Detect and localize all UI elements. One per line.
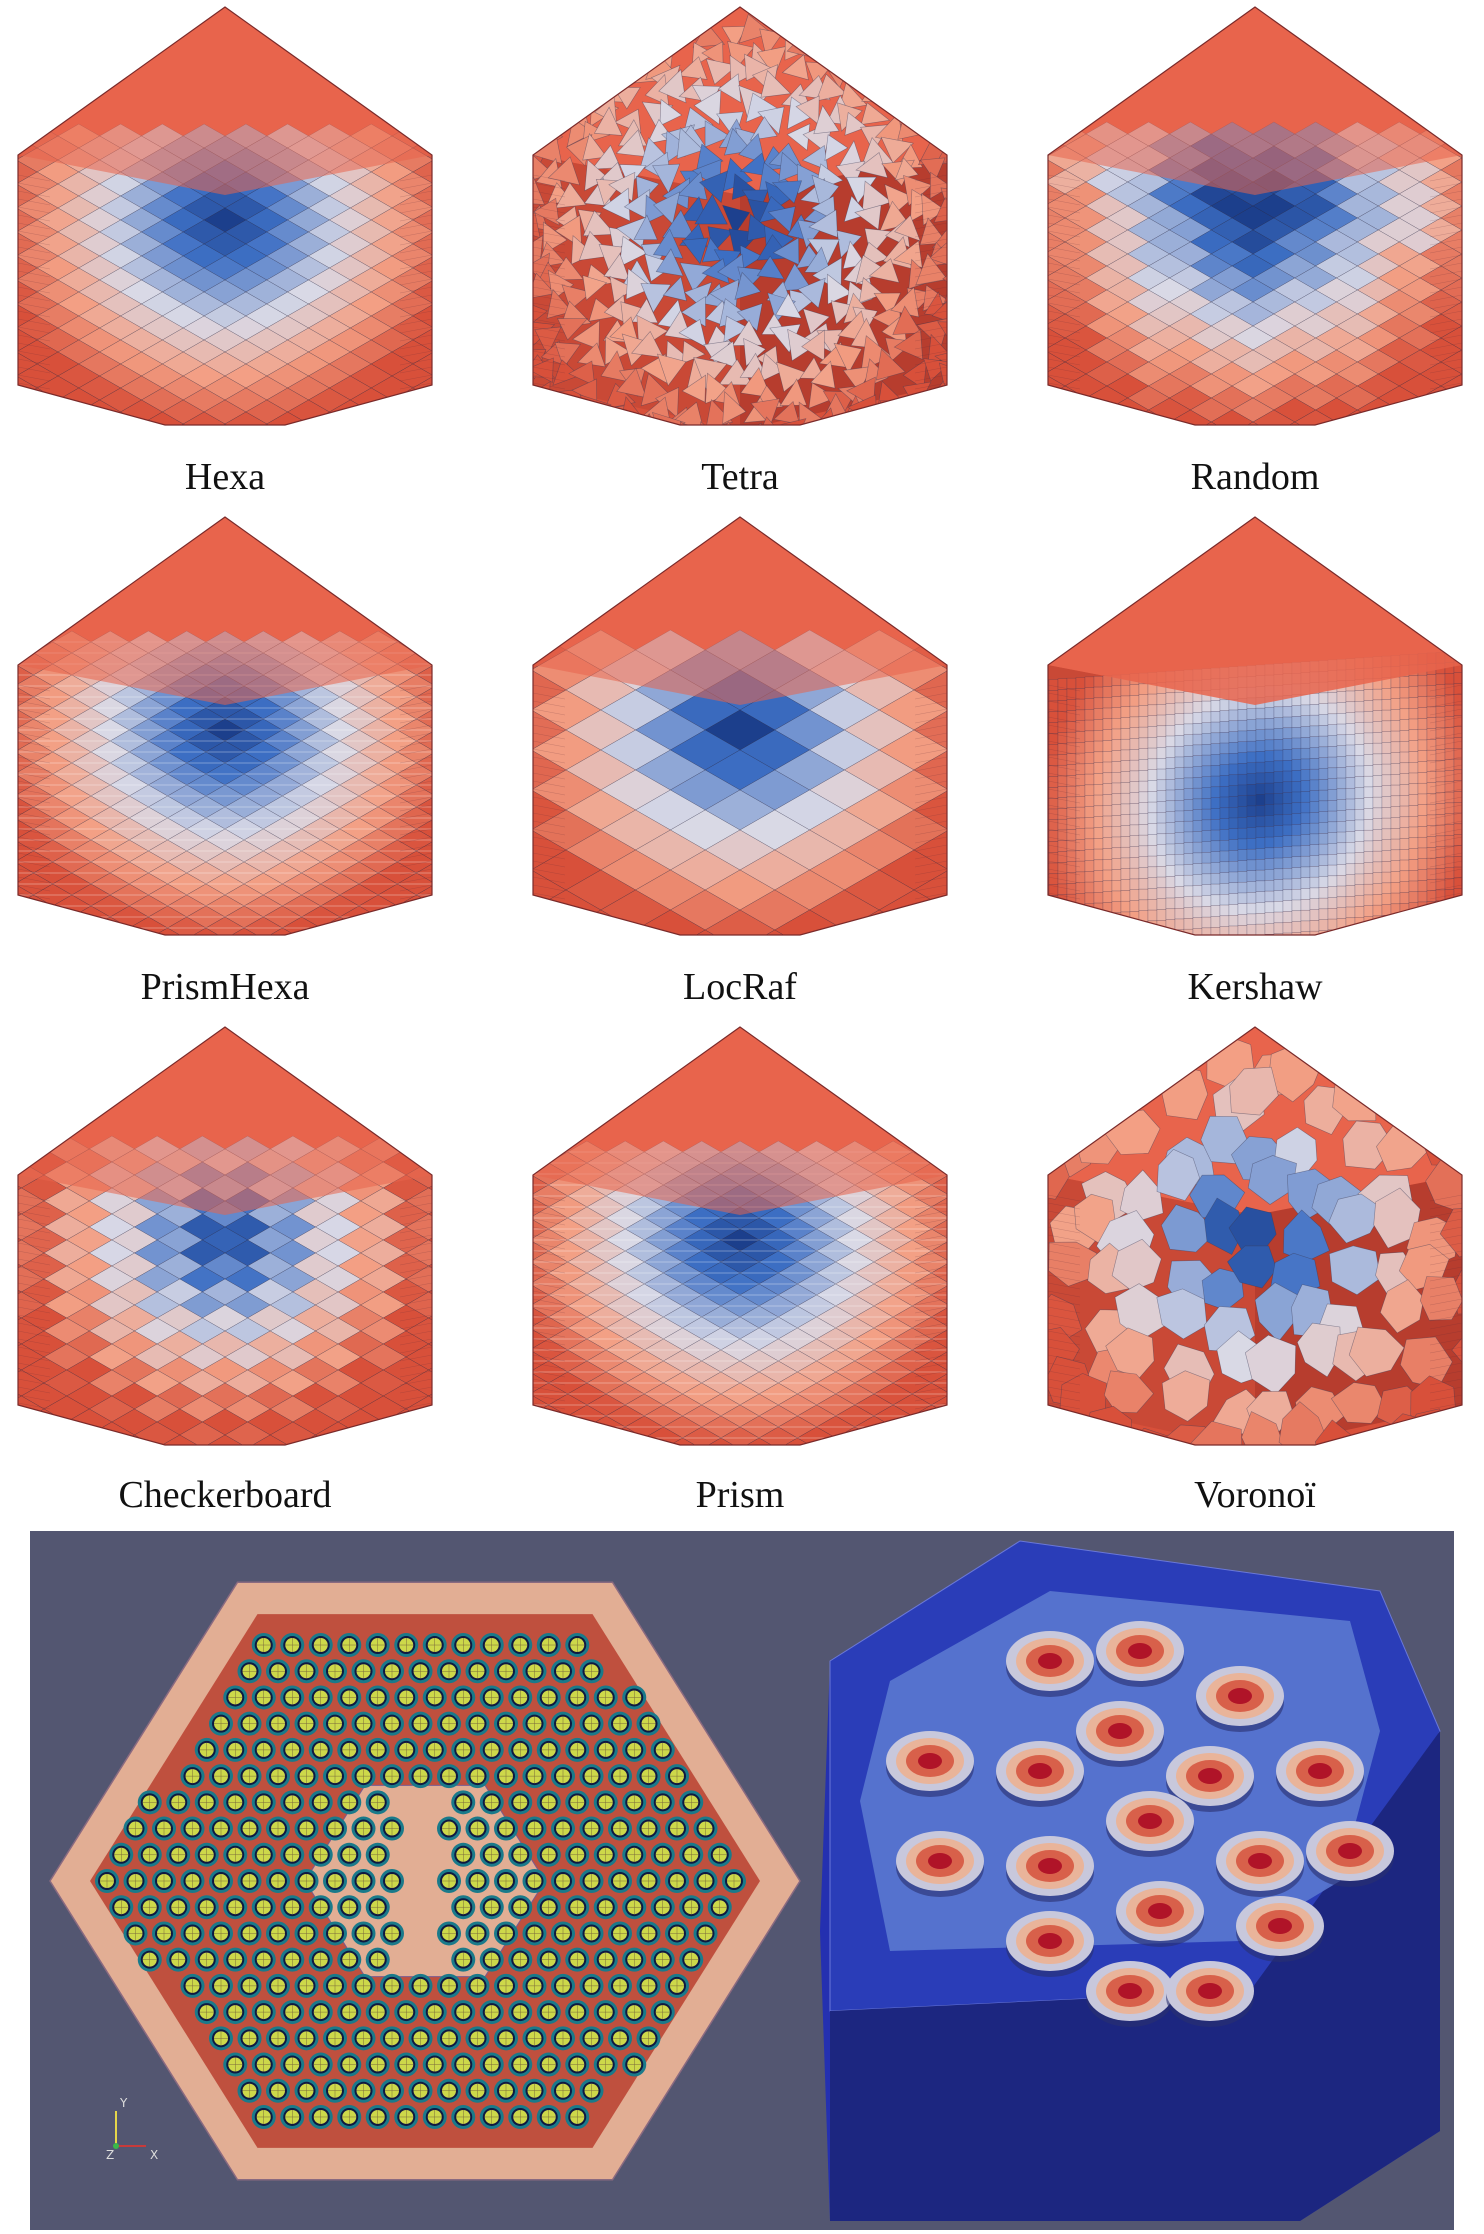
mesh-panel-checker — [10, 1025, 440, 1450]
mesh-label-tetra: Tetra — [525, 455, 955, 499]
mesh-label-prism: Prism — [525, 1473, 955, 1517]
mesh-label-locraf: LocRaf — [525, 965, 955, 1009]
mesh-voronoi-image — [1040, 1025, 1470, 1450]
mesh-prism-image — [525, 1025, 955, 1450]
mesh-panel-hexa — [10, 5, 440, 430]
mesh-kershaw-image — [1040, 515, 1470, 940]
mesh-panel-prismhexa — [10, 515, 440, 940]
pin-assembly-3d-view — [820, 1531, 1454, 2230]
mesh-panel-prism — [525, 1025, 955, 1450]
mesh-tetra-image — [525, 5, 955, 430]
mesh-panel-random — [1040, 5, 1470, 430]
mesh-label-checker: Checkerboard — [10, 1473, 440, 1517]
mesh-random-image — [1040, 5, 1470, 430]
mesh-locraf-image — [525, 515, 955, 940]
mesh-panel-locraf — [525, 515, 955, 940]
reactor-view-area: Y Z X — [30, 1531, 1454, 2230]
mesh-panel-voronoi — [1040, 1025, 1470, 1450]
mesh-label-kershaw: Kershaw — [1040, 965, 1470, 1009]
mesh-hexa-image — [10, 5, 440, 430]
mesh-panel-kershaw — [1040, 515, 1470, 940]
mesh-prismhexa-image — [10, 515, 440, 940]
mesh-label-hexa: Hexa — [10, 455, 440, 499]
axis-triad: Y Z X — [106, 2086, 166, 2166]
axis-y-label: Y — [120, 2096, 127, 2110]
mesh-label-random: Random — [1040, 455, 1470, 499]
mesh-checker-image — [10, 1025, 440, 1450]
mesh-panel-tetra — [525, 5, 955, 430]
axis-x-label: X — [150, 2148, 158, 2162]
mesh-label-voronoi: Voronoï — [1040, 1473, 1470, 1517]
mesh-label-prismhexa: PrismHexa — [10, 965, 440, 1009]
axis-z-label: Z — [106, 2148, 114, 2162]
